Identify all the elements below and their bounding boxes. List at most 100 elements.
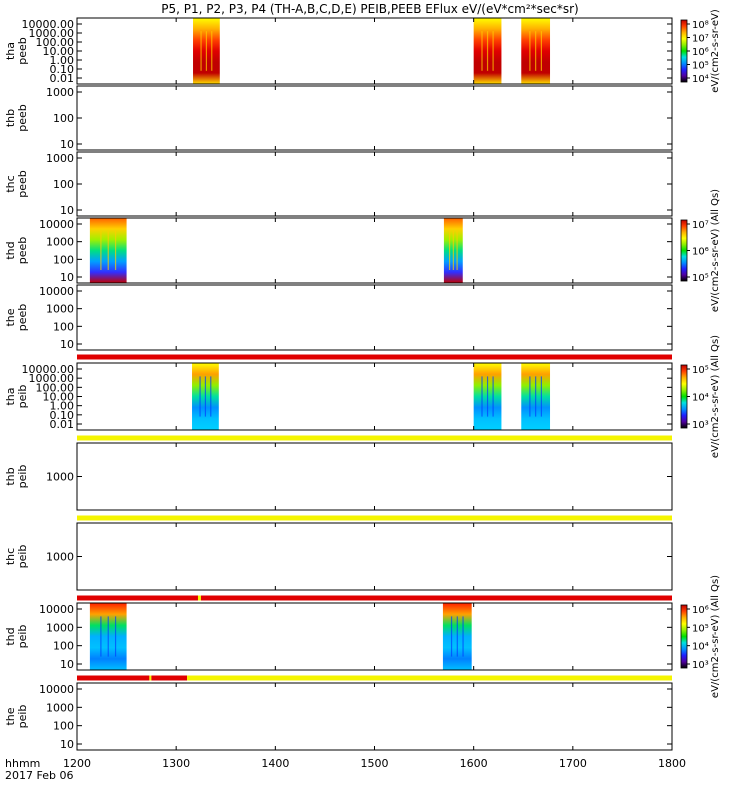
y-tick-label: 0.10 [50,409,75,422]
y-tick-label: 1.00 [50,400,75,413]
colorbar-tick-label: 10⁵ [692,273,709,284]
panels: 10000.001000.00100.0010.001.000.100.01th… [4,17,673,751]
y-tick-label: 10000.00 [22,363,75,376]
y-tick-label: 100 [53,320,74,333]
panel-product-label: peib [16,385,29,409]
y-tick-label: 10000 [39,218,74,231]
colorbar: 10⁸ 10⁷ 10⁶ 10⁵ 10⁴ eV/(cm2-s-sr-eV) [680,9,721,93]
y-tick-label: 10000 [39,285,74,298]
panel-probe-label: the [4,308,17,326]
y-tick-label: 100 [53,253,74,266]
colorbar-tick-label: 10⁴ [692,74,709,85]
y-tick-label: 100 [53,112,74,125]
colorbar-tick-label: 10⁷ [692,220,709,231]
time-axis-label: hhmm [5,757,40,770]
y-tick-label: 10 [60,271,74,284]
y-tick-label: 10 [60,138,74,151]
panel-thb-peeb: 1000 100 10 thb peeb [4,85,673,151]
colorbar-label: eV/(cm2-s-sr-eV) [710,9,721,93]
panel-frame [76,17,673,85]
x-tick-label: 1200 [63,757,91,770]
y-tick-label: 1000 [46,303,74,316]
x-axis: 1200 1300 1400 1500 1600 1700 1800 [63,757,686,770]
panel-product-label: peeb [16,304,29,332]
colorbar-label: eV/(cm2-s-sr-eV) (All Qs) [710,189,721,312]
panel-thc-peeb: 1000 100 10 thc peeb [4,151,673,217]
y-tick-label: 10000 [39,603,74,616]
colorbar-label: eV/(cm2-s-sr-eV) (All Qs) [710,335,721,458]
quality-bar-segment [77,515,672,521]
colorbar: 10⁷ 10⁶ 10⁵ eV/(cm2-s-sr-eV) (All Qs) [680,189,721,312]
panel-probe-label: thb [4,467,17,485]
y-tick-label: 10000 [39,683,74,696]
panel-probe-label: tha [4,42,17,60]
colorbar-tick-label: 10⁵ [692,365,709,376]
quality-bar-segment [77,435,672,441]
y-tick-label: 1.00 [50,54,75,67]
panel-product-label: peeb [16,170,29,198]
panel-frame [76,151,673,217]
colorbar-tick-label: 10⁶ [692,605,709,616]
quality-bar-segment [151,675,188,681]
y-tick-label: 10 [60,738,74,751]
y-tick-label: 1000.00 [29,27,75,40]
panel-frame [76,602,673,671]
y-tick-label: 100 [53,720,74,733]
quality-bar-segment [77,595,198,601]
y-tick-label: 1000 [46,621,74,634]
x-tick-label: 1400 [261,757,289,770]
panel-probe-label: thc [4,175,17,192]
colorbar-tick-label: 10⁴ [692,642,709,653]
x-tick-label: 1700 [559,757,587,770]
colorbar-tick-label: 10⁵ [692,61,709,72]
panel-frame [76,284,673,351]
y-tick-label: 1000 [46,551,74,564]
y-tick-label: 10.00 [43,45,75,58]
quality-bar-segment [77,675,150,681]
y-tick-label: 100 [53,640,74,653]
panel-probe-label: tha [4,387,17,405]
panel-thc-peib: 1000 thc peib [4,522,673,591]
panel-probe-label: thd [4,627,17,645]
panel-thd-peib: 10000 1000 100 10 thd peib [4,602,673,671]
quality-bar-segment [187,675,672,681]
colorbar: 10⁶ 10⁵ 10⁴ 10³ eV/(cm2-s-sr-eV) (All Qs) [680,575,721,698]
colorbar: 10⁵ 10⁴ 10³ eV/(cm2-s-sr-eV) (All Qs) [680,335,721,458]
colorbar-tick-label: 10³ [692,420,709,431]
panel-frame [76,217,673,284]
y-tick-label: 1000 [46,86,74,99]
y-tick-label: 0.10 [50,63,75,76]
panel-product-label: peib [16,545,29,569]
y-tick-label: 10 [60,338,74,351]
y-tick-label: 100 [53,178,74,191]
colorbar-tick-label: 10⁶ [692,47,709,58]
panel-probe-label: thd [4,241,17,259]
colorbar-label: eV/(cm2-s-sr-eV) (All Qs) [710,575,721,698]
y-tick-label: 0.01 [50,72,75,85]
panel-probe-label: thc [4,548,17,565]
panel-frame [76,682,673,751]
quality-bar-segment [200,595,673,601]
quality-bar-segment [197,595,201,601]
panel-thb-peib: 1000 thb peib [4,442,673,511]
panel-the-peib: 10000 1000 100 10 the peib [4,682,673,751]
panel-product-label: peeb [16,237,29,265]
panel-product-label: peib [16,625,29,649]
colorbar-tick-label: 10⁸ [692,20,709,31]
panel-probe-label: thb [4,109,17,127]
y-tick-label: 10.00 [43,391,75,404]
y-tick-label: 1000.00 [29,372,75,385]
x-tick-label: 1800 [658,757,686,770]
quality-bars [77,354,673,681]
date-label: 2017 Feb 06 [5,769,73,782]
y-tick-label: 10 [60,658,74,671]
colorbar-tick-label: 10⁶ [692,247,709,258]
colorbar-tick-label: 10⁷ [692,34,709,45]
panel-probe-label: the [4,707,17,725]
panel-product-label: peeb [16,37,29,65]
y-tick-label: 1000 [46,152,74,165]
colorbar-tick-label: 10⁵ [692,623,709,634]
